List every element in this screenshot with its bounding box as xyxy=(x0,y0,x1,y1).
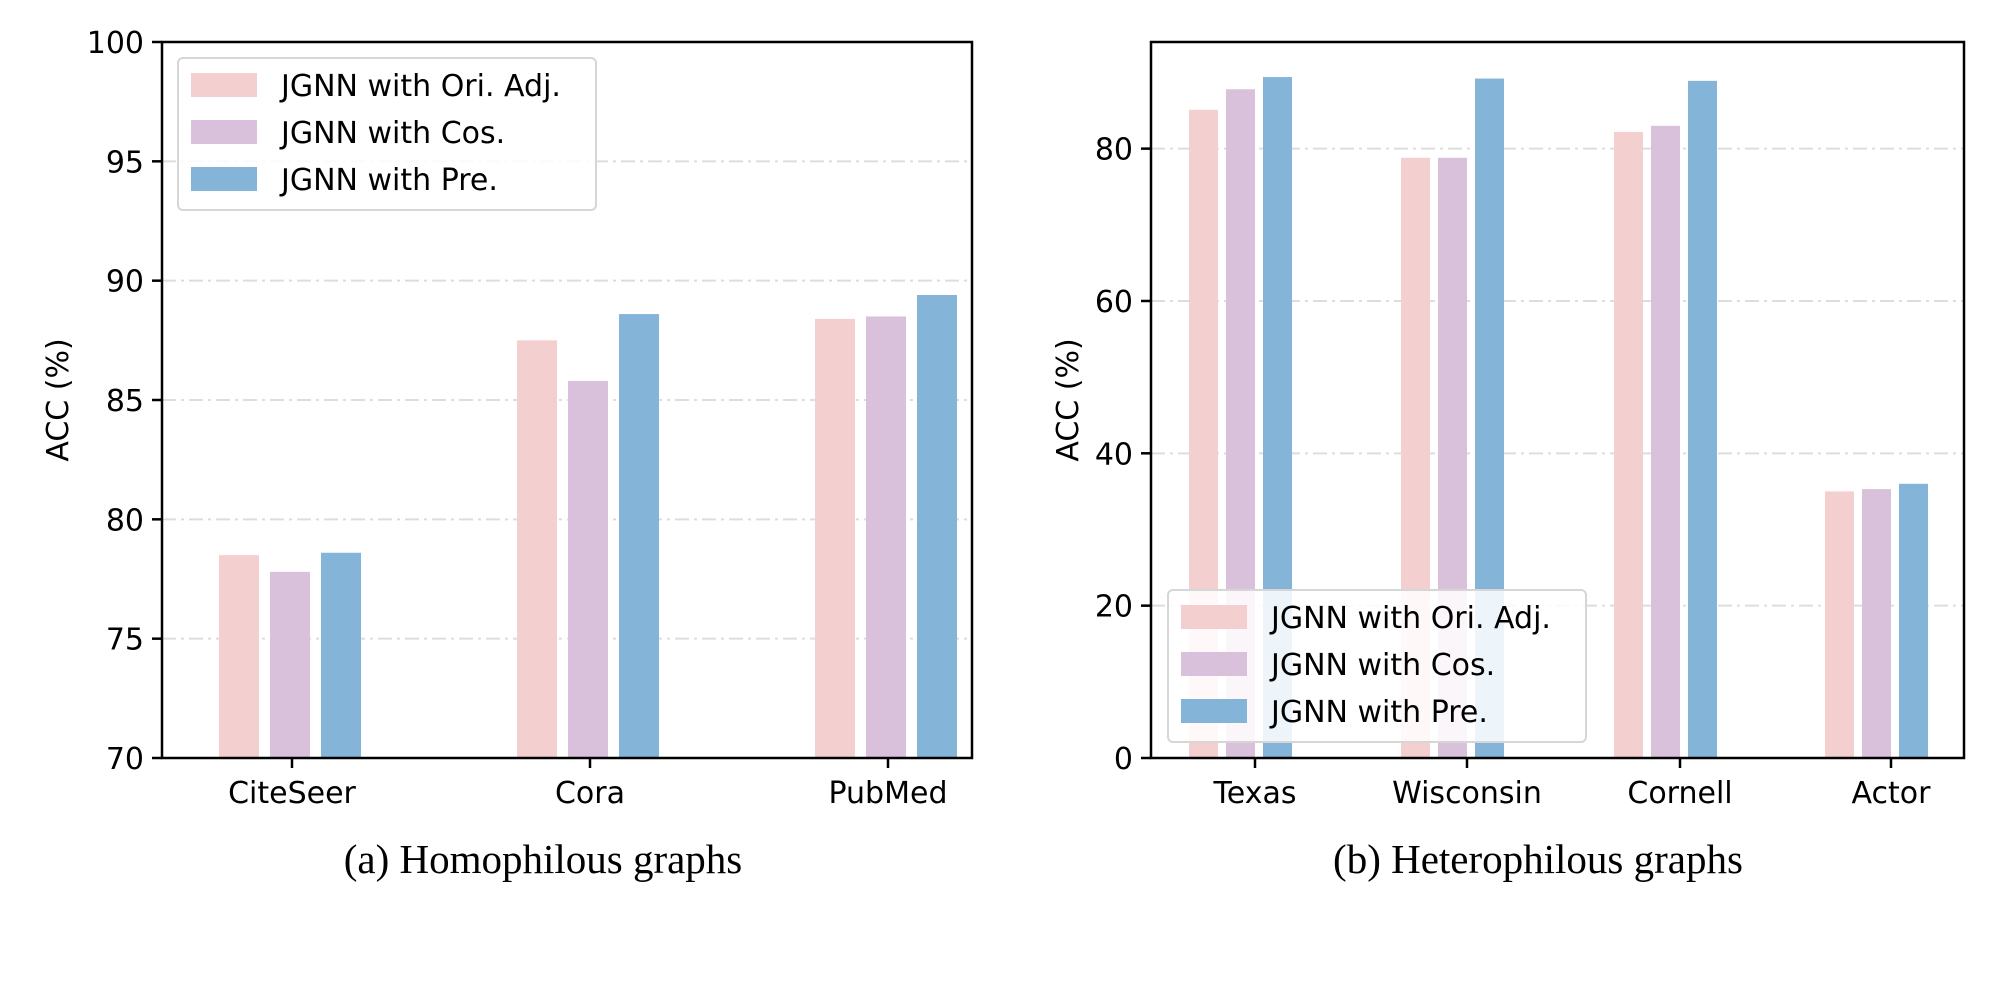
bar-ori-adj-citeseer xyxy=(219,555,259,758)
panel-heterophilous: 0 20 40 60 80 Texas Wisconsin Cornell Actor ACC… xyxy=(1051,40,1966,882)
legend: JGNN with Ori. Adj. JGNN with Cos. JGNN wi… xyxy=(177,57,597,211)
x-ticks: CiteSeer Cora PubMed xyxy=(228,758,948,811)
y-tick-label: 90 xyxy=(106,265,144,300)
legend-swatch xyxy=(1181,699,1247,723)
legend-swatch xyxy=(191,167,257,191)
legend-swatch xyxy=(191,120,257,144)
plot-frame xyxy=(1149,40,1966,760)
x-tick-label: Texas xyxy=(1213,776,1297,811)
legend-box xyxy=(1167,589,1587,743)
bars xyxy=(219,294,957,758)
legend: JGNN with Ori. Adj. JGNN with Cos. JGNN wi… xyxy=(1167,589,1587,743)
bar-pre-cora xyxy=(619,314,659,758)
bar-cos-cora xyxy=(568,380,608,758)
bar-pre-pubmed xyxy=(917,294,957,758)
caption-b: (b) Heterophilous graphs xyxy=(1333,836,1743,882)
y-tick-label: 95 xyxy=(106,145,144,180)
bar-pre-citeseer xyxy=(321,552,361,758)
y-tick-label: 0 xyxy=(1114,742,1133,777)
legend-label: JGNN with Cos. xyxy=(279,116,505,151)
bar-ori-adj-cora xyxy=(517,340,557,758)
bar-pre-actor xyxy=(1899,483,1928,758)
x-tick-label: CiteSeer xyxy=(228,776,356,811)
bar-cos-actor xyxy=(1862,489,1891,758)
x-ticks: Texas Wisconsin Cornell Actor xyxy=(1213,758,1932,811)
panel-homophilous: 70 75 80 85 90 95 100 CiteSeer Cora PubMed ACC (… xyxy=(41,26,974,882)
legend-swatch xyxy=(1181,605,1247,629)
bar-ori-adj-pubmed xyxy=(815,318,855,758)
bar-cos-pubmed xyxy=(866,316,906,758)
bar-ori-adj-actor xyxy=(1825,491,1854,758)
bar-ori-adj-cornell xyxy=(1614,131,1643,758)
y-tick-label: 100 xyxy=(87,26,144,61)
x-tick-label: Actor xyxy=(1852,776,1932,811)
caption-a: (a) Homophilous graphs xyxy=(344,836,743,882)
bar-cos-citeseer xyxy=(270,571,310,758)
legend-label: JGNN with Ori. Adj. xyxy=(279,69,561,104)
y-tick-label: 80 xyxy=(1095,133,1133,168)
y-tick-label: 70 xyxy=(106,742,144,777)
y-ticks: 70 75 80 85 90 95 100 xyxy=(87,26,162,777)
y-tick-label: 20 xyxy=(1095,590,1133,625)
y-tick-label: 40 xyxy=(1095,437,1133,472)
x-tick-label: PubMed xyxy=(828,776,947,811)
legend-swatch xyxy=(191,73,257,97)
bar-pre-cornell xyxy=(1688,80,1717,759)
y-axis-label: ACC (%) xyxy=(41,338,76,461)
y-tick-label: 60 xyxy=(1095,285,1133,320)
y-tick-label: 85 xyxy=(106,384,144,419)
legend-label: JGNN with Cos. xyxy=(1269,648,1495,683)
bar-cos-cornell xyxy=(1651,125,1680,758)
y-ticks: 0 20 40 60 80 xyxy=(1095,133,1151,777)
x-tick-label: Cornell xyxy=(1627,776,1732,811)
y-tick-label: 75 xyxy=(106,623,144,658)
legend-swatch xyxy=(1181,652,1247,676)
legend-box xyxy=(177,57,597,211)
x-tick-label: Cora xyxy=(555,776,625,811)
y-tick-label: 80 xyxy=(106,503,144,538)
x-tick-label: Wisconsin xyxy=(1392,776,1542,811)
legend-label: JGNN with Ori. Adj. xyxy=(1269,601,1551,636)
legend-label: JGNN with Pre. xyxy=(1269,695,1488,730)
legend-label: JGNN with Pre. xyxy=(279,163,498,198)
y-axis-label: ACC (%) xyxy=(1051,338,1086,461)
